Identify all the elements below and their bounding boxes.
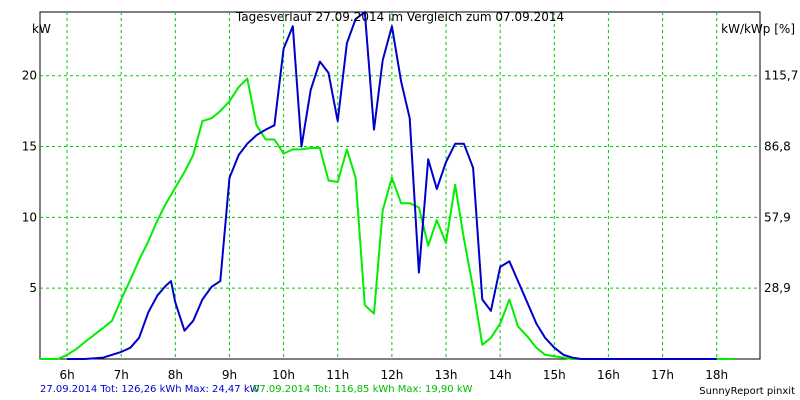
plot-frame (39, 11, 761, 360)
y-tick-label-right: 57,9 (764, 210, 791, 224)
y-tick-label-right: 28,9 (764, 281, 791, 295)
chart-title: Tagesverlauf 27.09.2014 im Vergleich zum… (235, 10, 564, 24)
x-tick-label: 7h (114, 368, 129, 382)
tick-labels: 6h 7h 8h 9h 10h 11h 12h 13h 14h 15h 16h 17h 18h 5 28,9… (22, 69, 799, 382)
y-tick-label-left: 10 (22, 210, 37, 224)
x-tick-label: 12h (380, 368, 403, 382)
x-tick-label: 14h (489, 368, 512, 382)
grid (39, 11, 761, 360)
y-tick-label-left: 15 (22, 140, 37, 154)
series-lines (40, 11, 735, 360)
credit-label: SunnyReport pinxit (699, 386, 795, 397)
x-tick-label: 8h (168, 368, 183, 382)
series-1-summary: 27.09.2014 Tot: 126,26 kWh Max: 24,47 kW (40, 384, 260, 395)
x-tick-label: 13h (435, 368, 458, 382)
x-tick-label: 15h (543, 368, 566, 382)
x-tick-label: 11h (326, 368, 349, 382)
y-tick-label-left: 20 (22, 69, 37, 83)
x-tick-label: 17h (651, 368, 674, 382)
x-tick-label: 18h (705, 368, 728, 382)
y-tick-label-right: 115,7 (764, 69, 798, 83)
x-tick-label: 10h (272, 368, 295, 382)
x-tick-label: 9h (222, 368, 237, 382)
series-line-2 (40, 77, 735, 360)
y-tick-label-left: 5 (29, 281, 37, 295)
y-tick-label-right: 86,8 (764, 140, 791, 154)
left-axis-unit-label: kW (32, 22, 51, 36)
series-2-summary: 07.09.2014 Tot: 116,85 kWh Max: 19,90 kW (253, 384, 473, 395)
x-tick-label: 6h (59, 368, 74, 382)
right-axis-unit-label: kW/kWp [%] (721, 22, 795, 36)
x-tick-label: 16h (597, 368, 620, 382)
series-line-1 (67, 11, 717, 360)
